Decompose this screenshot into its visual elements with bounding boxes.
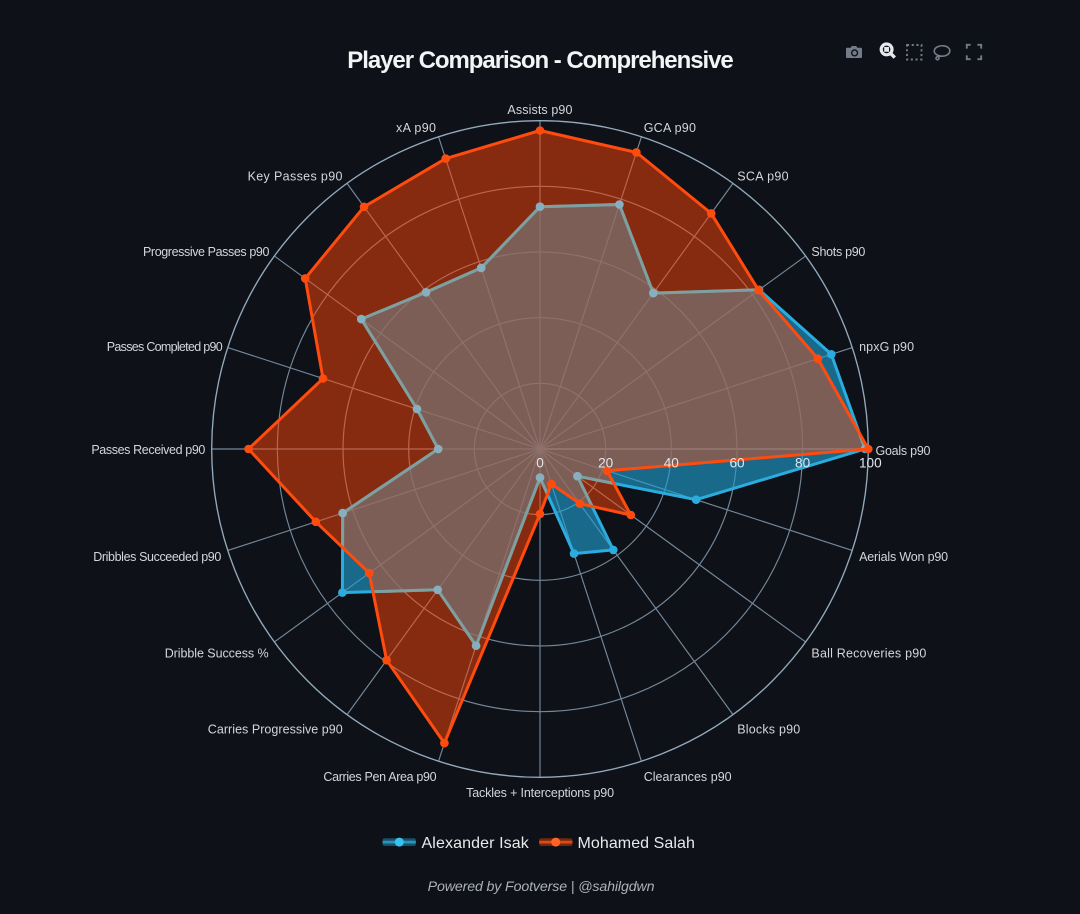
svg-text:80: 80 — [795, 456, 811, 471]
svg-text:Mohamed Salah: Mohamed Salah — [578, 835, 695, 852]
svg-text:Passes Received p90: Passes Received p90 — [91, 443, 205, 457]
svg-text:Ball Recoveries p90: Ball Recoveries p90 — [811, 646, 926, 660]
svg-text:Alexander Isak: Alexander Isak — [422, 835, 530, 852]
svg-text:Dribble Success %: Dribble Success % — [165, 646, 269, 660]
svg-text:40: 40 — [664, 456, 680, 471]
svg-text:Blocks p90: Blocks p90 — [737, 722, 800, 736]
svg-text:20: 20 — [598, 456, 614, 471]
svg-text:Dribbles Succeeded p90: Dribbles Succeeded p90 — [93, 550, 221, 564]
svg-text:60: 60 — [729, 456, 745, 471]
svg-text:Shots p90: Shots p90 — [811, 245, 865, 259]
svg-text:100: 100 — [859, 456, 882, 471]
svg-text:Carries Pen Area p90: Carries Pen Area p90 — [323, 770, 436, 784]
svg-text:Aerials Won p90: Aerials Won p90 — [859, 550, 948, 564]
svg-text:0: 0 — [536, 456, 544, 471]
svg-text:GCA p90: GCA p90 — [644, 121, 697, 135]
svg-text:Powered by Footverse | @sahilg: Powered by Footverse | @sahilgdwn — [428, 879, 655, 895]
svg-text:Goals p90: Goals p90 — [876, 444, 931, 458]
svg-text:Assists p90: Assists p90 — [507, 103, 572, 117]
svg-text:xA p90: xA p90 — [396, 121, 436, 135]
svg-text:Clearances p90: Clearances p90 — [644, 770, 732, 784]
svg-text:Tackles + Interceptions p90: Tackles + Interceptions p90 — [466, 786, 614, 800]
svg-text:npxG p90: npxG p90 — [859, 340, 914, 354]
svg-text:Progressive Passes p90: Progressive Passes p90 — [143, 245, 269, 259]
svg-text:SCA p90: SCA p90 — [737, 169, 789, 183]
svg-text:Carries Progressive p90: Carries Progressive p90 — [208, 722, 343, 736]
svg-text:Player Comparison - Comprehens: Player Comparison - Comprehensive — [347, 47, 733, 74]
svg-text:Passes Completed p90: Passes Completed p90 — [107, 340, 223, 354]
svg-text:Key Passes p90: Key Passes p90 — [248, 169, 343, 183]
